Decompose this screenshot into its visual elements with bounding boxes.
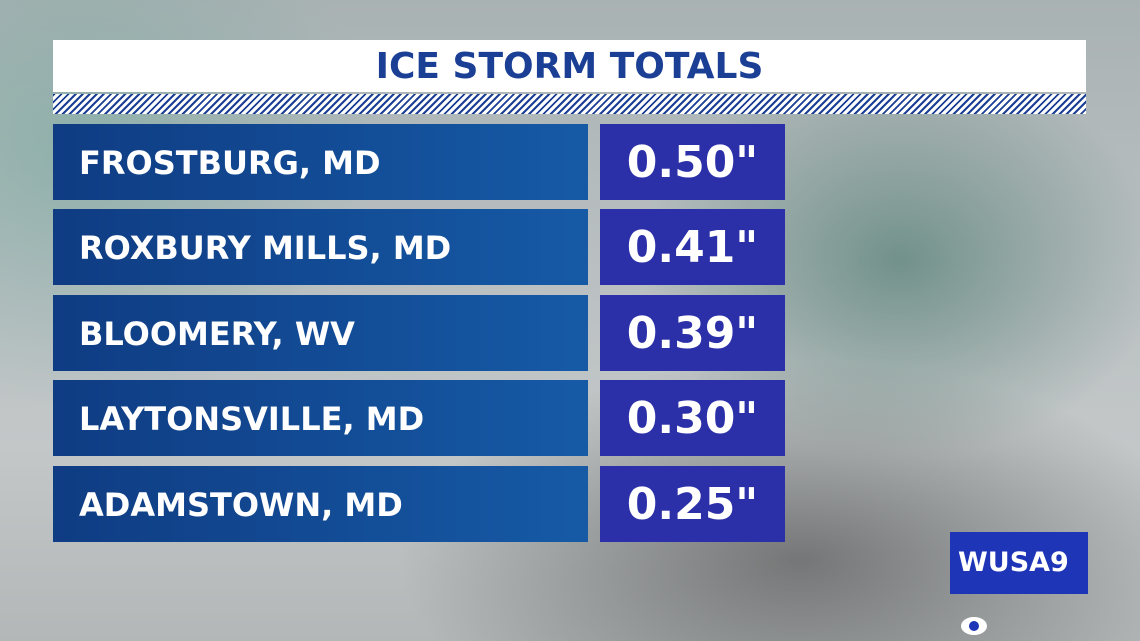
value-cell: 0.25": [600, 466, 785, 542]
location-cell: BLOOMERY, WV: [53, 295, 588, 371]
value-cell: 0.41": [600, 209, 785, 285]
location-cell: LAYTONSVILLE, MD: [53, 380, 588, 456]
location-cell: FROSTBURG, MD: [53, 124, 588, 200]
value-cell: 0.30": [600, 380, 785, 456]
title: ICE STORM TOTALS: [53, 40, 1086, 92]
logo-eye: [961, 616, 987, 635]
logo: WUSA9: [950, 532, 1088, 635]
logo-text: WUSA9: [958, 547, 1069, 578]
value-cell: 0.39": [600, 295, 785, 371]
location-cell: ADAMSTOWN, MD: [53, 466, 588, 542]
hatch-stripe: [53, 94, 1086, 114]
value-cell: 0.50": [600, 124, 785, 200]
location-cell: ROXBURY MILLS, MD: [53, 209, 588, 285]
